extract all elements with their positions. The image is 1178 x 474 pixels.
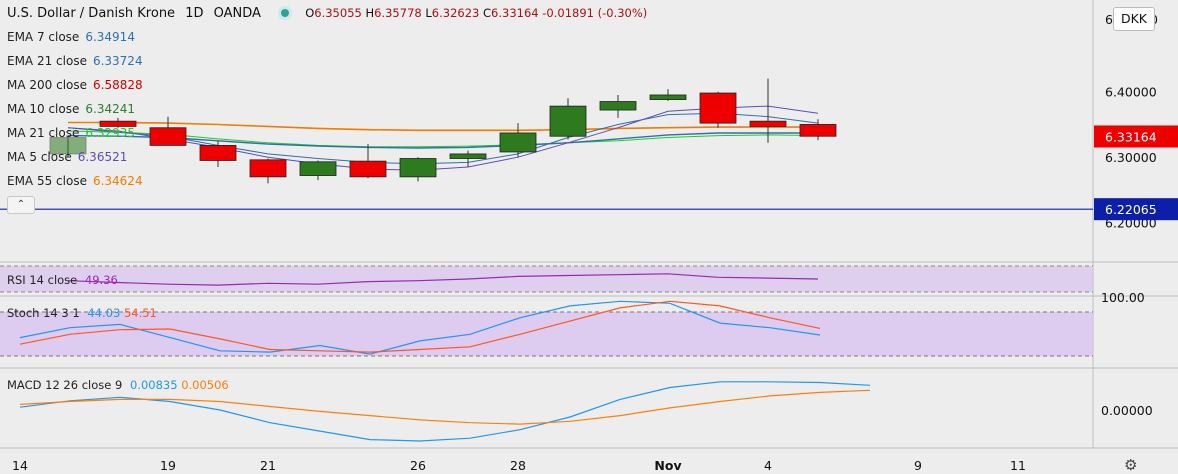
rsi-legend[interactable]: RSI 14 close 49.36	[7, 273, 118, 287]
collapse-legend-button[interactable]: ⌃	[7, 196, 35, 214]
time-axis-label: Nov	[654, 458, 681, 472]
candle	[499, 132, 537, 153]
candle	[299, 161, 337, 176]
ma-line-ema55	[68, 121, 818, 132]
candle	[199, 145, 237, 161]
candle	[149, 127, 187, 146]
chart-header: U.S. Dollar / Danish Krone 1D OANDA O6.3…	[7, 6, 647, 21]
hline-price-label: 6.22065	[1105, 202, 1157, 217]
stoch-d-line	[19, 300, 821, 353]
stoch-k-line	[19, 300, 821, 355]
time-axis-label: 19	[160, 458, 176, 472]
signal-line	[19, 389, 871, 425]
price-tick-label-top: 6	[1105, 12, 1113, 27]
ma-line-ema7	[67, 112, 819, 165]
macd-legend[interactable]: MACD 12 26 close 9 0.00835 0.00506	[7, 378, 229, 392]
last-price-box	[1094, 125, 1178, 148]
ma-line-ma21	[67, 130, 819, 148]
hline-price-box	[1094, 198, 1178, 221]
price-tick-label: 6.30000	[1105, 150, 1157, 165]
candle	[349, 160, 387, 178]
legend-ema21[interactable]: EMA 21 close 6.33724	[7, 54, 143, 68]
candle	[99, 120, 137, 127]
currency-button[interactable]: DKK	[1113, 7, 1155, 31]
stoch-band	[0, 312, 1093, 356]
candle	[49, 137, 87, 155]
candle	[449, 153, 487, 159]
candle	[799, 124, 837, 137]
legend-ma10[interactable]: MA 10 close 6.34241	[7, 102, 135, 116]
rsi-band	[0, 266, 1093, 292]
price-tick-label: 6.40000	[1105, 85, 1157, 100]
legend-ma21[interactable]: MA 21 close 6.32935	[7, 126, 135, 140]
time-axis-label: 26	[410, 458, 426, 472]
time-axis-label: 11	[1010, 458, 1026, 472]
market-status-icon	[281, 9, 290, 17]
legend-ema55[interactable]: EMA 55 close 6.34624	[7, 174, 143, 188]
candle	[749, 120, 787, 127]
time-axis-label: 28	[510, 458, 526, 472]
time-axis-label: 21	[260, 458, 276, 472]
macd-line	[19, 381, 871, 442]
last-price-label: 6.33164	[1105, 129, 1157, 144]
candle	[549, 105, 587, 137]
symbol-name[interactable]: U.S. Dollar / Danish Krone	[7, 6, 176, 21]
interval[interactable]: 1D	[185, 6, 204, 21]
legend-ma200[interactable]: MA 200 close 6.58828	[7, 78, 143, 92]
macd-axis-label: 0.00000	[1101, 403, 1153, 418]
time-axis-label: 14	[12, 458, 28, 472]
stoch-legend[interactable]: Stoch 14 3 1 44.03 54.51	[7, 306, 157, 320]
time-axis-label: 4	[764, 458, 772, 472]
candle	[399, 158, 437, 178]
time-axis-label: 9	[914, 458, 922, 472]
ma-line-ema21	[67, 132, 818, 149]
candle	[599, 101, 637, 111]
ohlc-readout: O6.35055 H6.35778 L6.32623 C6.33164 -0.0…	[305, 6, 648, 20]
legend-ma5[interactable]: MA 5 close 6.36521	[7, 150, 128, 164]
stoch-axis-label: 100.00	[1101, 290, 1145, 305]
chevron-up-icon: ⌃	[16, 199, 26, 210]
candle	[249, 159, 287, 178]
legend-ema7[interactable]: EMA 7 close 6.34914	[7, 30, 135, 44]
ma-line-ma5	[67, 105, 819, 171]
data-source: OANDA	[213, 6, 261, 21]
candle	[699, 92, 737, 124]
rsi-line	[67, 273, 819, 286]
gear-icon[interactable]: ⚙	[1124, 456, 1138, 474]
candle	[649, 94, 687, 100]
